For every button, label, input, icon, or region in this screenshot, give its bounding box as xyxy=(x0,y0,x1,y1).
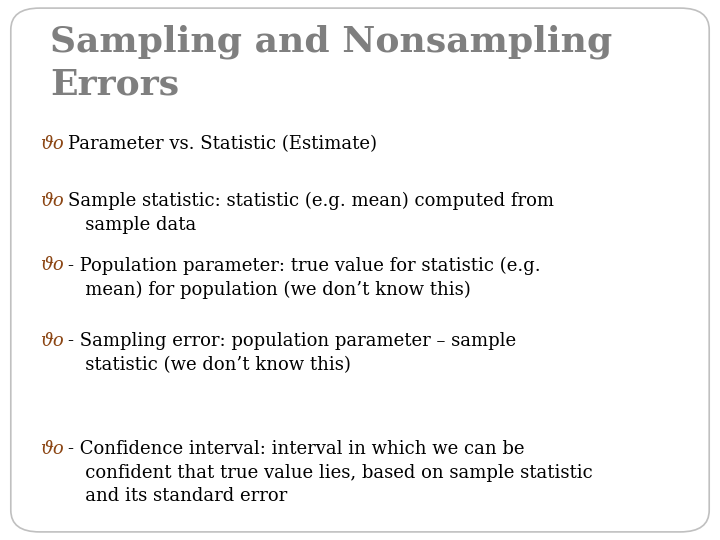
Text: - Confidence interval: interval in which we can be
   confident that true value : - Confidence interval: interval in which… xyxy=(68,440,593,505)
Text: Errors: Errors xyxy=(50,68,179,102)
Text: ϑo: ϑo xyxy=(40,135,63,153)
Text: Parameter vs. Statistic (Estimate): Parameter vs. Statistic (Estimate) xyxy=(68,135,377,153)
Text: ϑo: ϑo xyxy=(40,440,63,458)
Text: Sampling and Nonsampling: Sampling and Nonsampling xyxy=(50,24,613,59)
Text: - Sampling error: population parameter – sample
   statistic (we don’t know this: - Sampling error: population parameter –… xyxy=(68,332,516,374)
Text: ϑo: ϑo xyxy=(40,256,63,274)
Text: ϑo: ϑo xyxy=(40,332,63,350)
Text: Sample statistic: statistic (e.g. mean) computed from
   sample data: Sample statistic: statistic (e.g. mean) … xyxy=(68,192,554,233)
FancyBboxPatch shape xyxy=(11,8,709,532)
Text: - Population parameter: true value for statistic (e.g.
   mean) for population (: - Population parameter: true value for s… xyxy=(68,256,541,299)
Text: ϑo: ϑo xyxy=(40,192,63,210)
